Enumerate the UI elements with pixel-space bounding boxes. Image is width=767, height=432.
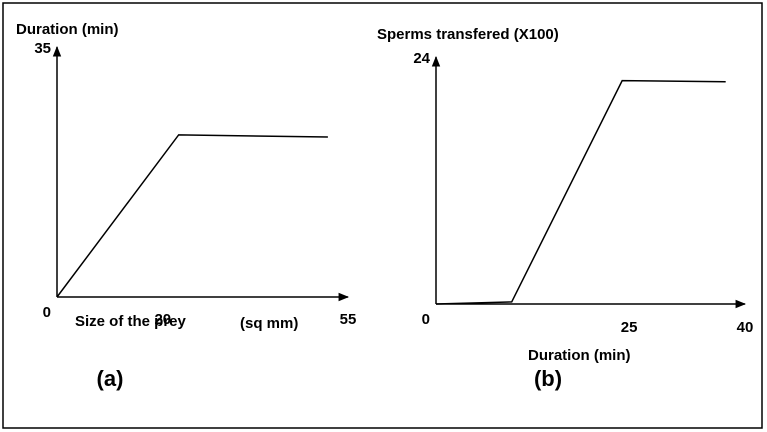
y-axis-label: Sperms transfered (X100) xyxy=(377,26,559,43)
y-tick-label: 35 xyxy=(34,40,51,57)
x-axis-label: Size of the prey xyxy=(75,313,187,330)
y-tick-label: 0 xyxy=(422,311,430,328)
x-axis-label: Duration (min) xyxy=(528,347,631,364)
annotation: (sq mm) xyxy=(240,315,298,332)
panel-label: (b) xyxy=(534,366,562,391)
data-line xyxy=(435,79,726,305)
x-tick-label: 25 xyxy=(621,319,638,336)
x-tick-label: 20 xyxy=(154,311,171,328)
data-line xyxy=(56,134,328,298)
x-tick-label: 40 xyxy=(737,319,754,336)
y-tick-label: 0 xyxy=(43,304,51,321)
panel-label: (a) xyxy=(97,366,124,391)
y-tick-label: 24 xyxy=(413,50,430,67)
y-axis-label: Duration (min) xyxy=(16,21,119,38)
x-tick-label: 55 xyxy=(340,311,357,328)
